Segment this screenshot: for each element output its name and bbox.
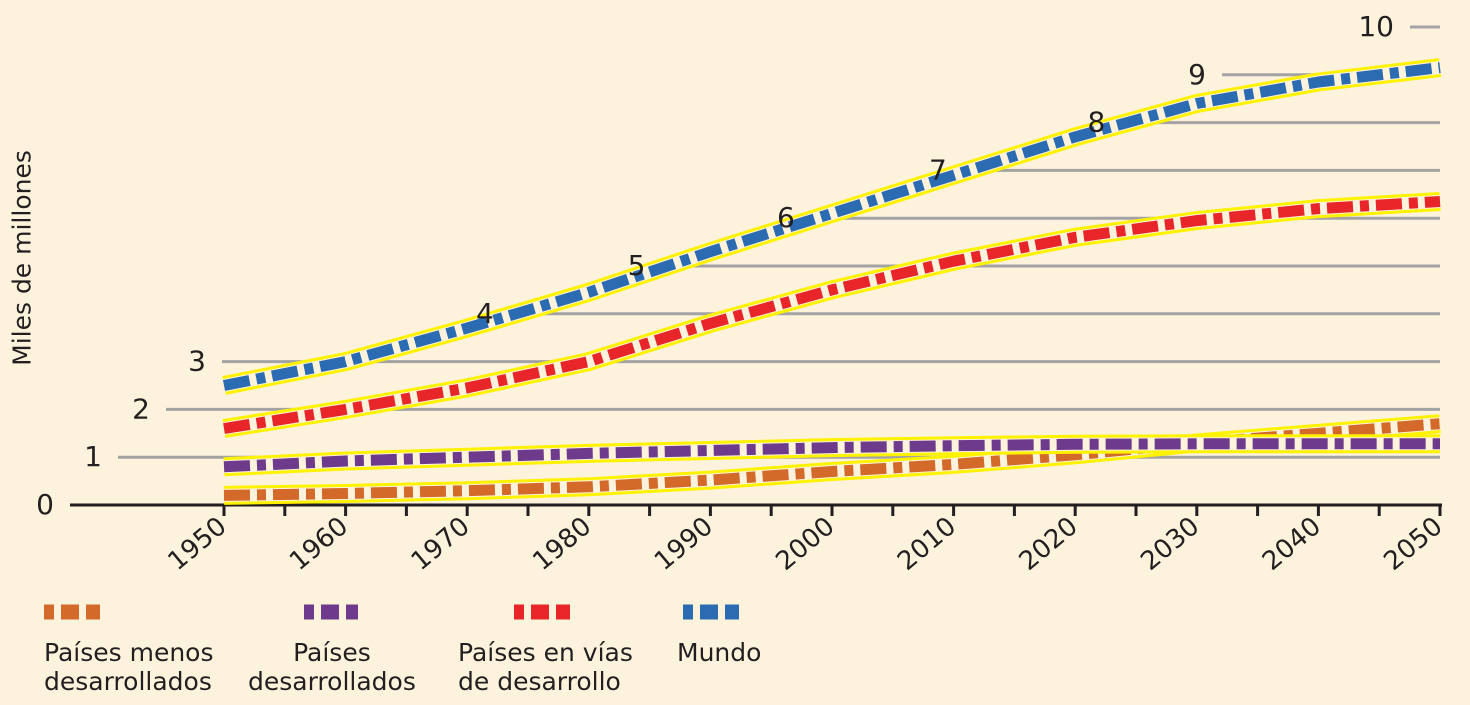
y-tick-label-7: 7 (929, 153, 947, 186)
y-tick-label-6: 6 (777, 201, 795, 234)
legend-item-paises-en-vias-de-desarrollo: Países en vías de desarrollo (458, 604, 633, 696)
legend-swatch-en-vias-de-desarrollo (514, 604, 570, 620)
y-tick-label-1: 1 (84, 440, 102, 473)
y-tick-label-4: 4 (476, 297, 494, 330)
x-tick-labels: 1950 1960 1970 1980 1990 2000 2010 2020 2030 2040… (163, 511, 1449, 577)
x-tick-label-2020: 2020 (1014, 511, 1084, 577)
y-axis-label: Miles de millones (7, 150, 37, 366)
x-tick-label-2040: 2040 (1257, 511, 1327, 577)
x-tick-label-1960: 1960 (284, 511, 354, 577)
legend-item-paises-menos-desarrollados: Países menos desarrollados (44, 604, 214, 696)
legend-label-desarrollados: Países desarrollados (248, 638, 416, 696)
x-tick-label-1980: 1980 (527, 511, 597, 577)
legend-swatch-mundo (683, 604, 739, 620)
x-tick-label-2010: 2010 (892, 511, 962, 577)
y-tick-label-9: 9 (1188, 58, 1206, 91)
x-tick-label-2050: 2050 (1379, 511, 1449, 577)
legend-label-en-vias-de-desarrollo: Países en vías de desarrollo (458, 638, 633, 696)
x-tick-label-1990: 1990 (649, 511, 719, 577)
series-line-2 (223, 196, 1441, 434)
series-halo-3 (222, 58, 1442, 395)
x-tick-label-2030: 2030 (1135, 511, 1205, 577)
y-tick-labels: 012 3 4 5 6 7 8 9 10 (36, 10, 1394, 521)
x-tick-label-1950: 1950 (163, 511, 233, 577)
y-tick-label-8: 8 (1087, 106, 1105, 139)
series-lines (222, 58, 1442, 505)
legend-item-paises-desarrollados: Países desarrollados (248, 604, 416, 696)
legend-swatch-menos-desarrollados (44, 604, 100, 620)
series-line-1 (223, 438, 1440, 473)
legend: Países menos desarrollados Países desarr… (0, 604, 1470, 704)
y-tick-label-5: 5 (628, 249, 646, 282)
legend-label-menos-desarrollados: Países menos desarrollados (44, 638, 214, 696)
y-tick-label-10: 10 (1358, 10, 1394, 43)
y-tick-label-0: 0 (36, 488, 54, 521)
x-tick-label-1970: 1970 (406, 511, 476, 577)
y-tick-label-3: 3 (188, 345, 206, 378)
legend-item-mundo: Mundo (677, 604, 761, 667)
y-tick-label-2: 2 (132, 392, 150, 425)
legend-swatch-desarrollados (304, 604, 358, 620)
x-axis (70, 503, 1442, 516)
series-line-3 (222, 62, 1441, 391)
x-tick-label-2000: 2000 (771, 511, 841, 577)
legend-label-mundo: Mundo (677, 638, 762, 667)
